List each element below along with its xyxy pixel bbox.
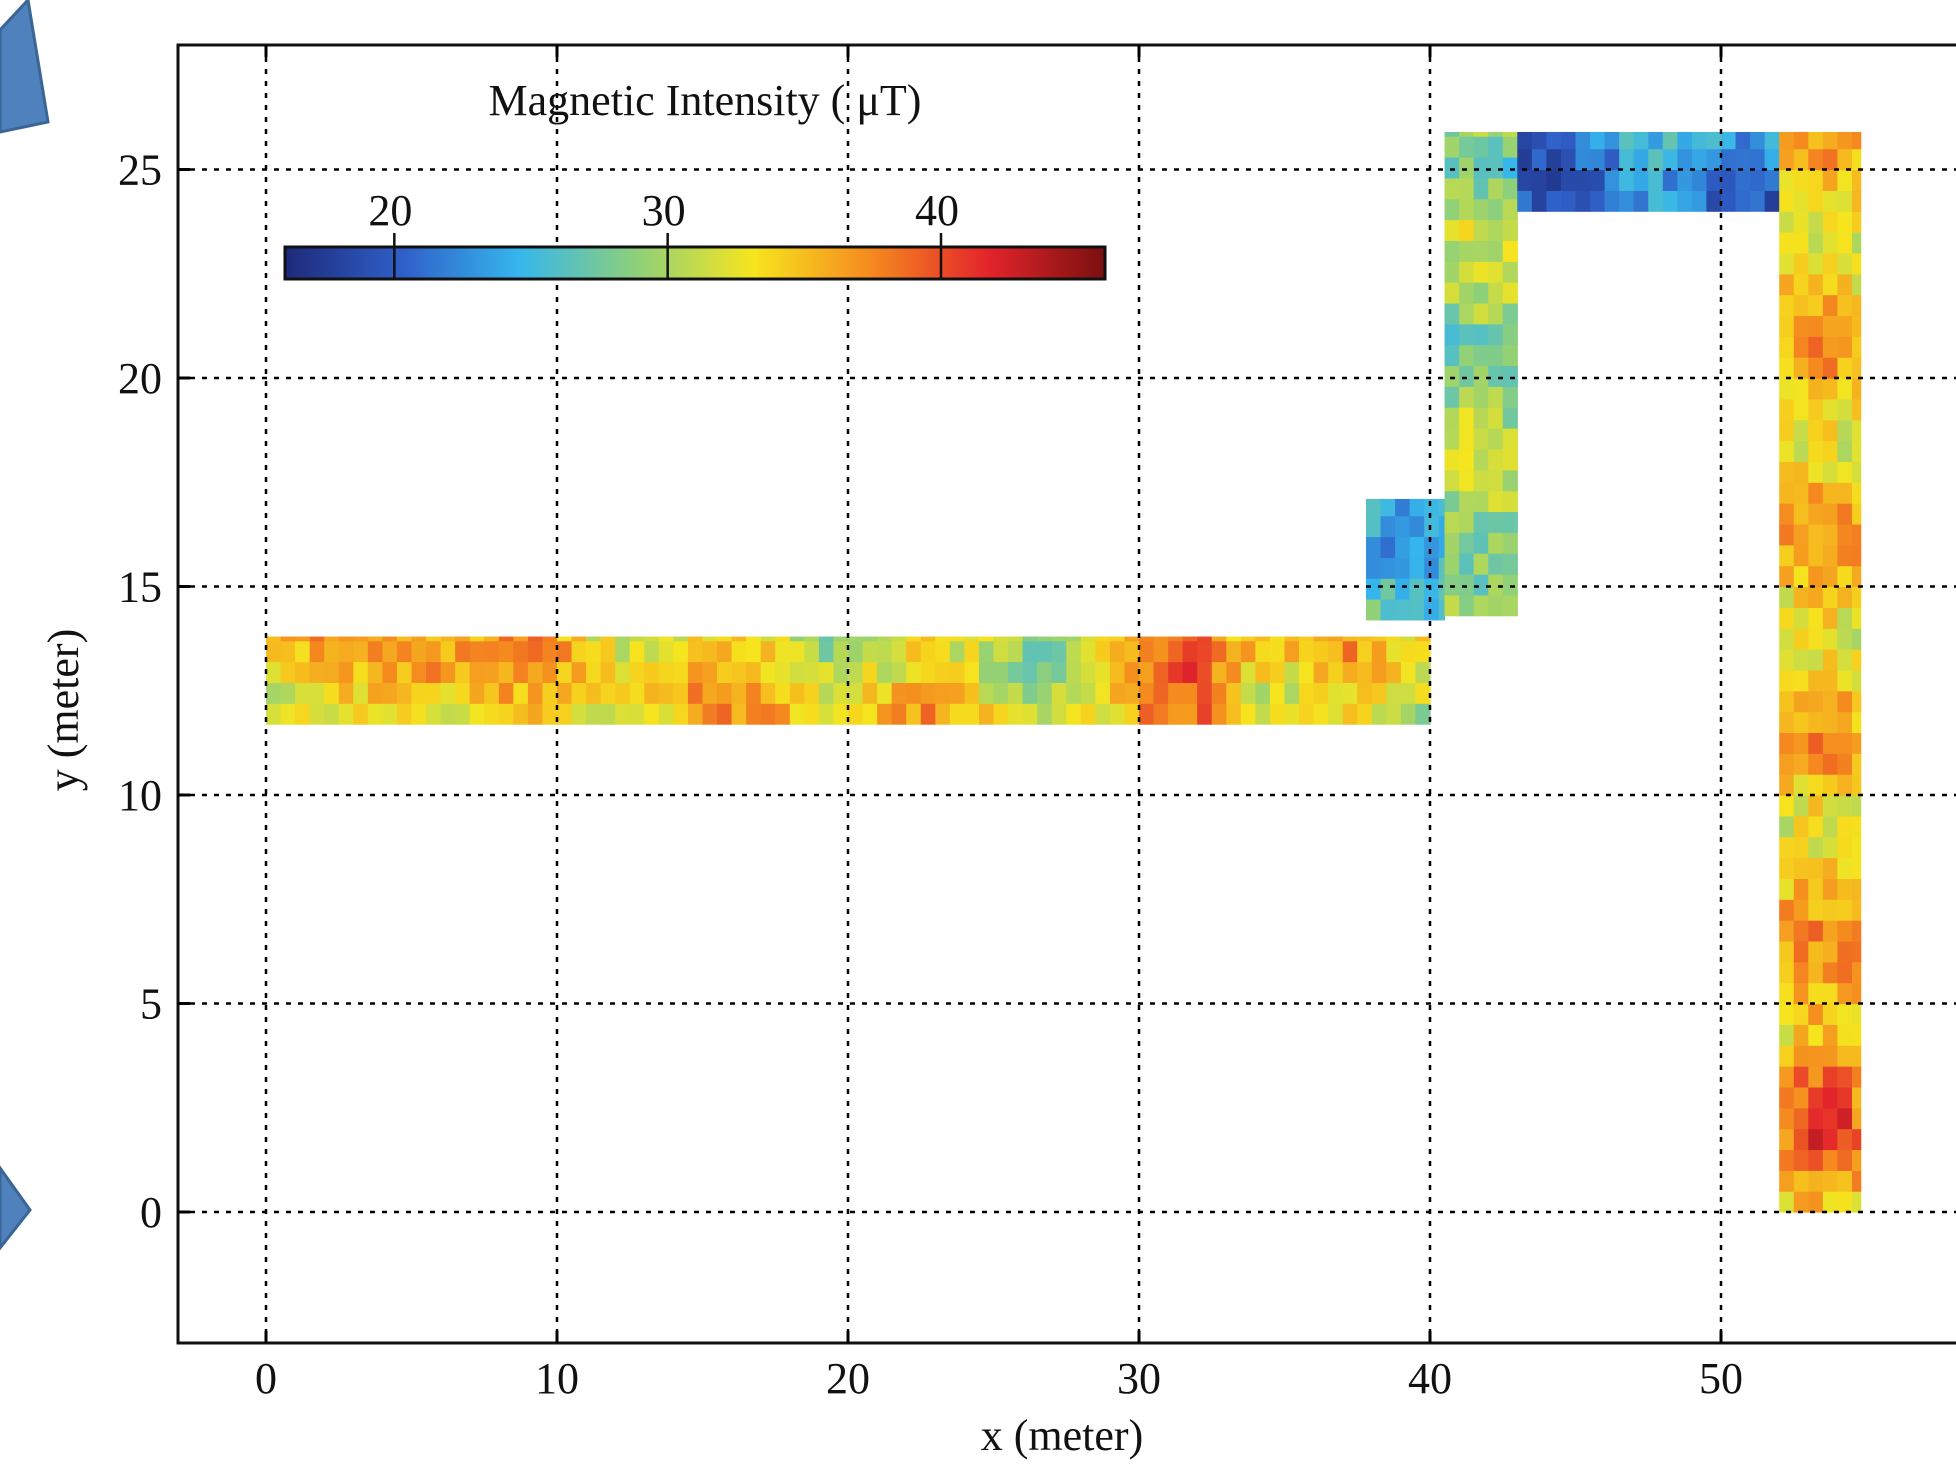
arrow-top-left-shape xyxy=(0,0,50,134)
heatmap-layer xyxy=(266,131,1862,1213)
x-tick-label-3: 30 xyxy=(1117,1354,1161,1403)
y-tick-label-2: 10 xyxy=(118,771,162,820)
x-tick-label-2: 20 xyxy=(826,1354,870,1403)
y-tick-label-0: 0 xyxy=(140,1188,162,1237)
x-tick-label-1: 10 xyxy=(535,1354,579,1403)
axis-ticks: 0 10 20 30 40 50 0 5 10 15 20 25 xyxy=(118,45,1743,1403)
decorative-arrows xyxy=(0,0,50,1251)
heatmap-region-1 xyxy=(1365,498,1446,621)
colorbar-tick-label-2: 40 xyxy=(915,186,959,235)
heatmap-region-2 xyxy=(1444,131,1518,617)
heatmap-region-3 xyxy=(1517,131,1780,212)
colorbar-bar xyxy=(283,245,1107,281)
x-tick-label-4: 40 xyxy=(1408,1354,1452,1403)
x-tick-label-0: 0 xyxy=(255,1354,277,1403)
x-tick-label-5: 50 xyxy=(1699,1354,1743,1403)
plot-frame xyxy=(176,43,1956,1345)
colorbar: Magnetic Intensity ( μT) 20 30 40 xyxy=(283,76,1107,281)
colorbar-title: Magnetic Intensity ( μT) xyxy=(489,76,922,125)
heatmap-region-4 xyxy=(1779,131,1862,1213)
y-tick-label-1: 5 xyxy=(140,980,162,1029)
y-axis-label: y (meter) xyxy=(39,629,88,791)
x-axis-label: x (meter) xyxy=(981,1411,1143,1460)
y-tick-label-5: 25 xyxy=(118,146,162,195)
heatmap-region-0 xyxy=(266,636,1431,725)
y-tick-label-3: 15 xyxy=(118,563,162,612)
y-tick-label-4: 20 xyxy=(118,354,162,403)
colorbar-tick-label-1: 30 xyxy=(642,186,686,235)
colorbar-tick-label-0: 20 xyxy=(368,186,412,235)
arrow-bottom-left-shape xyxy=(0,1165,32,1251)
